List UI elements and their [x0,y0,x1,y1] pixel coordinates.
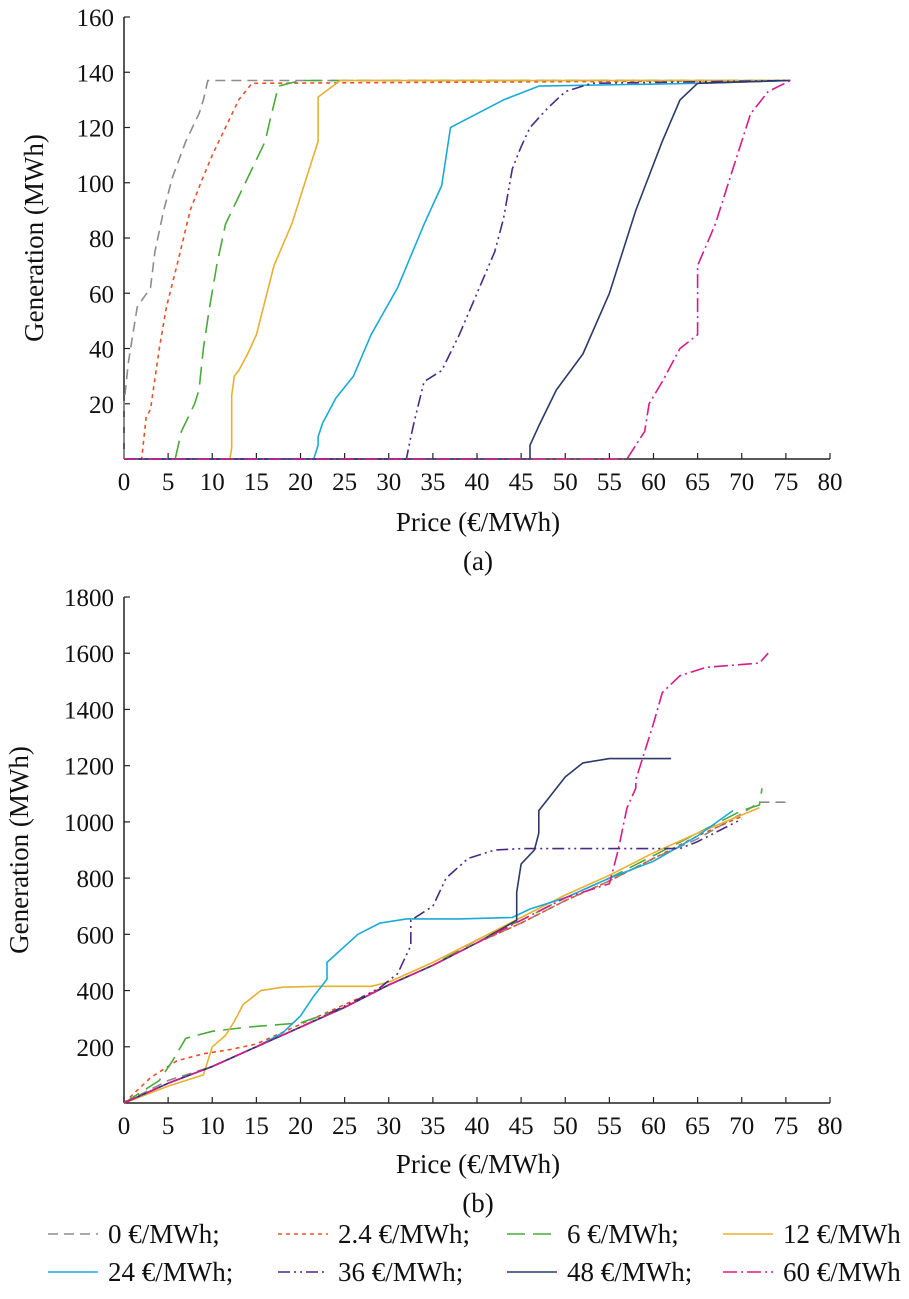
series-line [123,807,760,1104]
chart-panel-a: 0 5 10 15 20 25 30 35 40 45 50 55 60 65 70 75 80 20 40 60 80… [77,5,843,496]
y-tick-label: 100 [77,171,115,198]
x-tick-label: 5 [162,1113,175,1140]
y-tick-label: 60 [89,281,114,308]
x-tick-label: 70 [729,1113,754,1140]
x-tick-label: 20 [288,1113,313,1140]
x-tick-label: 40 [465,469,490,496]
x-tick-label: 35 [420,1113,445,1140]
series-line [124,79,791,460]
x-tick-label: 30 [376,469,401,496]
x-tick-label: 0 [118,1113,131,1140]
x-tick-label: 40 [465,1113,490,1140]
series-line [123,788,763,1104]
x-axis-label-b: Price (€/MWh) [396,1149,560,1179]
y-tick-label: 1600 [64,641,114,668]
y-tick-label: 600 [77,922,115,949]
x-tick-label: 10 [200,469,225,496]
y-axis-label-a: Generation (MWh) [19,134,49,342]
x-tick-label: 45 [509,469,534,496]
y-tick-label: 140 [77,60,115,87]
series-line [123,757,672,1104]
legend-label: 24 €/MWh; [108,1257,233,1287]
x-tick-label: 50 [553,469,578,496]
x-tick-label: 50 [553,1113,578,1140]
chart-panel-b: 0 5 10 15 20 25 30 35 40 45 50 55 60 65 70 75 80 200 400 60… [64,585,843,1140]
series-line [124,79,791,460]
legend-label: 0 €/MWh; [108,1219,220,1249]
x-tick-label: 75 [773,469,798,496]
series-line [123,809,734,1104]
y-tick-label: 200 [77,1035,115,1062]
series-line [123,818,743,1104]
x-tick-label: 15 [244,469,269,496]
legend: 0 €/MWh; 2.4 €/MWh; 6 €/MWh; 12 €/MWh 24 €/M… [48,1219,901,1287]
series-line [124,79,791,460]
x-tick-label: 0 [118,469,131,496]
x-tick-label: 70 [729,469,754,496]
y-tick-label: 1800 [64,585,114,612]
x-tick-label: 25 [332,469,357,496]
x-tick-label: 55 [597,1113,622,1140]
legend-label: 6 €/MWh; [567,1219,679,1249]
y-tick-label: 400 [77,979,115,1006]
x-axis-label-a: Price (€/MWh) [396,507,560,537]
x-tick-label: 25 [332,1113,357,1140]
series-line [123,79,791,459]
x-tick-label: 15 [244,1113,269,1140]
y-tick-label: 800 [77,866,115,893]
series-line [124,79,791,460]
y-tick-label: 40 [89,337,114,364]
y-tick-label: 160 [77,5,115,32]
x-tick-label: 75 [773,1113,798,1140]
series-line [124,79,791,460]
y-tick-label: 20 [89,392,114,419]
panel-caption-b: (b) [462,1188,493,1218]
x-tick-label: 30 [376,1113,401,1140]
y-tick-label: 1200 [64,754,114,781]
y-tick-label: 80 [89,226,114,253]
series-line [124,79,791,460]
y-tick-label: 1400 [64,697,114,724]
x-tick-label: 80 [818,1113,843,1140]
series-line [124,79,791,460]
x-tick-label: 10 [200,1113,225,1140]
x-tick-label: 20 [288,469,313,496]
x-tick-label: 65 [685,1113,710,1140]
y-tick-label: 1000 [64,810,114,837]
y-tick-label: 120 [77,116,115,143]
x-tick-label: 45 [509,1113,534,1140]
x-tick-label: 65 [685,469,710,496]
series-line [123,815,743,1104]
panel-caption-a: (a) [463,546,493,576]
x-tick-label: 5 [162,469,175,496]
legend-label: 48 €/MWh; [567,1257,692,1287]
y-axis-label-b: Generation (MWh) [4,746,34,954]
legend-label: 60 €/MWh [783,1257,901,1287]
x-tick-label: 80 [818,469,843,496]
x-tick-label: 35 [420,469,445,496]
series-line [123,652,769,1104]
x-tick-label: 55 [597,469,622,496]
x-tick-label: 60 [641,1113,666,1140]
legend-label: 2.4 €/MWh; [338,1219,470,1249]
legend-label: 12 €/MWh [783,1219,901,1249]
x-tick-label: 60 [641,469,666,496]
legend-label: 36 €/MWh; [338,1257,463,1287]
